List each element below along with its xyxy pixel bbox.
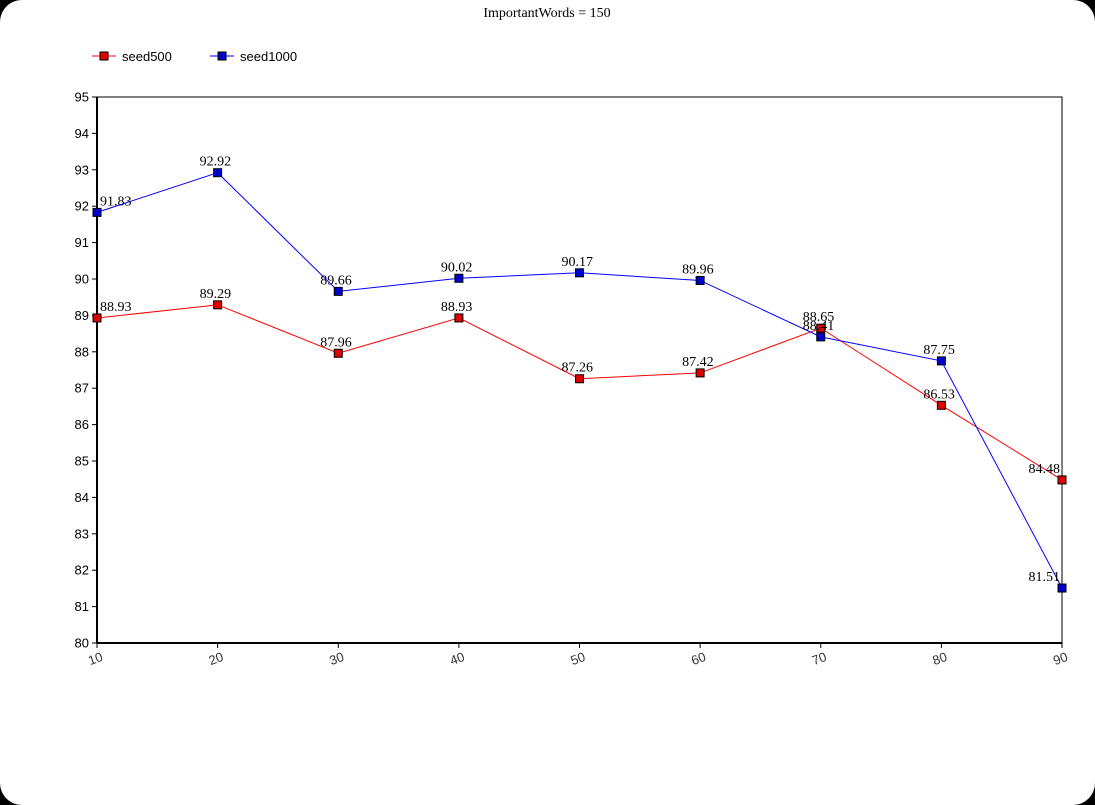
y-tick-label: 83 bbox=[75, 526, 89, 541]
data-point bbox=[92, 313, 102, 323]
legend-marker bbox=[99, 51, 109, 61]
data-label: 87.96 bbox=[320, 335, 352, 350]
data-label: 81.51 bbox=[1029, 570, 1061, 585]
data-label: 88.93 bbox=[441, 300, 473, 315]
data-label: 89.66 bbox=[320, 273, 352, 288]
y-tick-label: 95 bbox=[75, 90, 89, 105]
data-label: 87.75 bbox=[923, 343, 955, 358]
legend-marker bbox=[217, 51, 227, 61]
y-tick-label: 90 bbox=[75, 272, 89, 287]
data-label: 84.48 bbox=[1029, 462, 1061, 477]
data-label: 91.83 bbox=[100, 194, 132, 209]
data-label: 89.96 bbox=[682, 262, 714, 277]
y-tick-label: 93 bbox=[75, 162, 89, 177]
data-point bbox=[1057, 475, 1067, 485]
x-tick-label: 80 bbox=[930, 649, 949, 668]
data-point bbox=[333, 286, 343, 296]
legend-item-seed500: seed500 bbox=[92, 49, 172, 64]
y-tick-label: 85 bbox=[75, 454, 89, 469]
data-point bbox=[695, 368, 705, 378]
y-tick-label: 92 bbox=[75, 199, 89, 214]
series-seed1000: 91.83 92.92 89.66 90.02 90.17 89.96 88.41 87.75… bbox=[92, 155, 1067, 593]
x-tick-label: 30 bbox=[327, 649, 346, 668]
legend-label: seed1000 bbox=[240, 49, 297, 64]
legend-label: seed500 bbox=[122, 49, 172, 64]
data-label: 89.29 bbox=[200, 287, 232, 302]
data-label: 92.92 bbox=[200, 155, 232, 170]
data-label: 87.26 bbox=[562, 361, 594, 376]
y-tick-label: 80 bbox=[75, 636, 89, 651]
data-point bbox=[936, 356, 946, 366]
axes: 80 81 82 83 84 85 86 87 88 89 90 91 92 93 94 95 10 20 30 40… bbox=[75, 90, 1070, 669]
y-tick-label: 87 bbox=[75, 381, 89, 396]
chart-title: ImportantWords = 150 bbox=[483, 6, 610, 21]
series-line bbox=[96, 304, 1063, 481]
data-label: 90.17 bbox=[562, 255, 594, 270]
data-point bbox=[575, 268, 584, 278]
data-label: 86.53 bbox=[923, 387, 955, 402]
data-point bbox=[575, 374, 584, 384]
data-point bbox=[816, 323, 826, 333]
data-label: 88.93 bbox=[100, 300, 132, 315]
y-tick-label: 82 bbox=[75, 563, 89, 578]
data-label: 87.42 bbox=[682, 355, 714, 370]
legend-item-seed1000: seed1000 bbox=[210, 49, 297, 64]
x-tick-label: 60 bbox=[689, 649, 708, 668]
data-point bbox=[454, 313, 464, 323]
data-point bbox=[816, 332, 826, 342]
data-point bbox=[695, 275, 705, 285]
data-point bbox=[936, 400, 946, 410]
series-seed500: 88.93 89.29 87.96 88.93 87.26 87.42 88.65 86.53… bbox=[92, 287, 1067, 485]
data-point bbox=[1057, 583, 1067, 593]
x-tick-label: 10 bbox=[86, 649, 105, 668]
x-tick-label: 40 bbox=[448, 649, 467, 668]
y-tick-label: 89 bbox=[75, 308, 89, 323]
data-label: 88.65 bbox=[803, 310, 835, 325]
y-tick-label: 94 bbox=[75, 126, 89, 141]
x-tick-label: 70 bbox=[810, 649, 829, 668]
data-point bbox=[92, 207, 102, 217]
y-tick-label: 88 bbox=[75, 344, 89, 359]
x-tick-label: 90 bbox=[1051, 649, 1070, 668]
legend: seed500 seed1000 bbox=[92, 49, 297, 64]
x-tick-label: 50 bbox=[568, 649, 587, 668]
y-tick-label: 84 bbox=[75, 490, 89, 505]
data-point bbox=[333, 348, 343, 358]
data-point bbox=[454, 273, 464, 283]
data-label: 90.02 bbox=[441, 260, 473, 275]
series-group: 88.93 89.29 87.96 88.93 87.26 87.42 88.65 86.53… bbox=[92, 155, 1067, 593]
y-tick-label: 91 bbox=[75, 235, 89, 250]
y-tick-label: 81 bbox=[75, 599, 89, 614]
data-point bbox=[213, 168, 223, 178]
data-label: 88.41 bbox=[803, 319, 835, 334]
x-tick-label: 20 bbox=[207, 649, 226, 668]
data-point bbox=[213, 300, 223, 310]
y-tick-label: 86 bbox=[75, 417, 89, 432]
